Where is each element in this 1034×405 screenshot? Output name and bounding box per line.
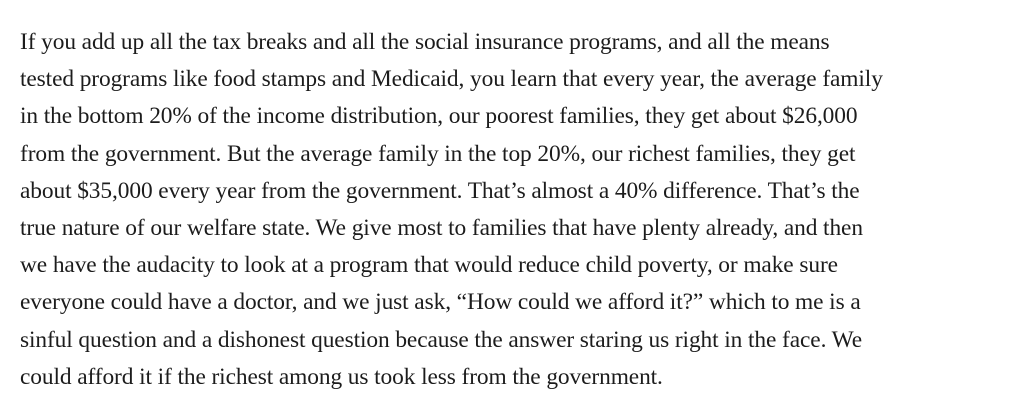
quote-paragraph: If you add up all the tax breaks and all…	[20, 24, 1020, 396]
paragraph-line-2: tested programs like food stamps and Med…	[20, 66, 883, 93]
paragraph-line-9: sinful question and a dishonest question…	[20, 326, 863, 353]
paragraph-line-8: everyone could have a doctor, and we jus…	[20, 289, 861, 316]
paragraph-line-7: we have the audacity to look at a progra…	[20, 252, 838, 279]
paragraph-line-5: about $35,000 every year from the govern…	[20, 177, 860, 204]
paragraph-line-3: in the bottom 20% of the income distribu…	[20, 103, 858, 130]
paragraph-line-1: If you add up all the tax breaks and all…	[20, 29, 830, 55]
paragraph-line-4: from the government. But the average fam…	[20, 140, 856, 167]
paragraph-line-6: true nature of our welfare state. We giv…	[20, 215, 863, 242]
paragraph-line-10: could afford it if the richest among us …	[20, 363, 663, 390]
